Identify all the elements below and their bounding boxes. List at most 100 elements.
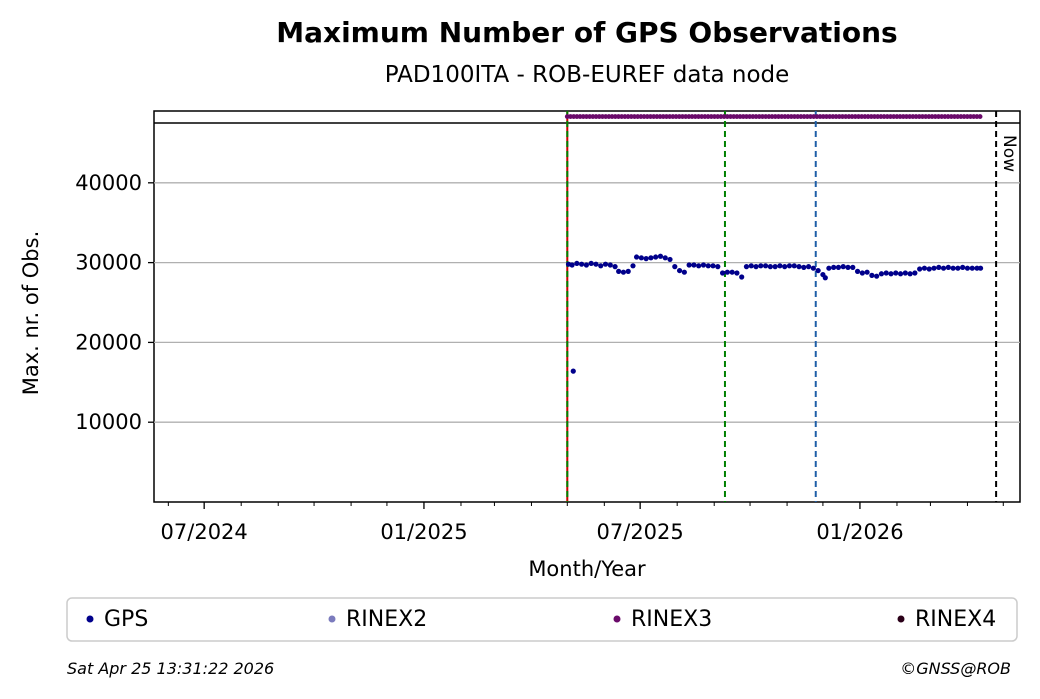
data-point-gps — [686, 262, 692, 268]
data-point-gps — [588, 260, 594, 267]
data-point-gps — [926, 266, 932, 272]
data-point-gps — [579, 261, 585, 267]
data-point-gps — [710, 263, 716, 269]
data-point-gps — [667, 256, 673, 263]
data-point-gps — [616, 268, 622, 274]
data-point-gps — [826, 265, 832, 271]
x-tick-label: 07/2024 — [161, 520, 248, 544]
data-point-gps — [607, 262, 613, 268]
data-point-gps — [602, 261, 609, 267]
x-tick-label: 01/2026 — [816, 520, 903, 544]
data-point-gps — [715, 264, 721, 270]
x-tick-label: 01/2025 — [380, 520, 467, 544]
data-point-gps — [786, 263, 793, 269]
data-point-gps — [893, 270, 899, 276]
now-label: Now — [999, 135, 1019, 172]
data-point-gps — [974, 265, 980, 271]
data-point-gps — [748, 263, 754, 269]
chart-title: Maximum Number of GPS Observations — [276, 16, 897, 49]
data-point-gps — [767, 264, 773, 270]
legend-marker-gps — [86, 615, 94, 623]
legend-marker-rinex4 — [897, 615, 905, 623]
data-point-gps — [625, 268, 631, 274]
x-tick-label: 07/2025 — [597, 520, 684, 544]
data-point-gps — [612, 264, 618, 270]
data-point-gps — [662, 255, 668, 261]
data-point-gps — [801, 264, 807, 270]
data-point-gps — [729, 269, 735, 275]
data-point-gps — [977, 265, 984, 271]
data-point-gps — [845, 264, 851, 270]
data-point-gps — [902, 270, 908, 276]
data-point-gps — [850, 264, 856, 270]
data-point-gps — [822, 275, 828, 281]
y-tick-label: 10000 — [75, 410, 142, 434]
data-point-gps — [777, 263, 783, 269]
legend-label-gps: GPS — [104, 607, 148, 632]
data-point-gps — [593, 261, 599, 267]
data-point-gps — [835, 264, 842, 270]
chart-subtitle: PAD100ITA - ROB-EUREF data node — [385, 62, 790, 88]
data-point-gps — [960, 264, 966, 270]
data-point-gps — [762, 263, 769, 269]
legend-label-rinex3: RINEX3 — [631, 607, 712, 632]
data-point-gps — [676, 267, 683, 274]
data-point-gps — [791, 263, 797, 269]
data-point-gps — [700, 262, 707, 268]
data-point-gps — [739, 274, 745, 280]
data-point-gps — [620, 269, 627, 275]
data-point-gps — [743, 264, 750, 270]
data-point-gps — [969, 265, 975, 271]
y-axis-ticks: 10000 20000 30000 40000 — [75, 171, 154, 434]
data-point-gps — [638, 255, 644, 261]
data-point-gps — [805, 264, 812, 270]
data-point-gps — [630, 263, 636, 269]
data-point-gps — [831, 264, 837, 270]
data-point-gps — [734, 270, 740, 276]
data-point-gps — [772, 264, 778, 270]
data-point-gps — [912, 270, 918, 276]
x-axis-label: Month/Year — [528, 557, 646, 581]
data-point-gps — [696, 263, 702, 269]
data-point-gps — [583, 262, 590, 268]
data-point-gps — [840, 264, 846, 270]
data-point-gps — [921, 265, 928, 271]
data-point-gps — [653, 254, 659, 260]
data-point-gps — [815, 267, 821, 274]
data-point-gps — [724, 269, 730, 275]
x-axis-ticks: 07/2024 01/2025 07/2025 01/2026 — [161, 502, 1004, 544]
data-point-gps — [888, 271, 894, 277]
y-tick-label: 40000 — [75, 171, 142, 195]
y-axis-label: Max. nr. of Obs. — [19, 231, 43, 396]
data-point-gps — [648, 255, 654, 261]
data-point-gps — [869, 272, 875, 278]
data-point-gps — [569, 262, 575, 268]
legend-label-rinex2: RINEX2 — [346, 607, 427, 632]
data-point-gps — [874, 273, 880, 279]
data-point-gps — [758, 263, 764, 269]
data-point-gps — [691, 262, 697, 268]
data-point-gps — [854, 268, 861, 274]
data-point-gps — [859, 270, 865, 276]
legend-marker-rinex3 — [613, 615, 621, 623]
data-point-gps — [633, 254, 640, 260]
legend-frame — [66, 597, 1018, 642]
data-point-gps — [657, 253, 664, 259]
data-point-gps — [719, 270, 726, 276]
data-point-gps — [598, 263, 604, 269]
data-point-gps — [945, 264, 951, 270]
data-point-gps — [878, 271, 885, 277]
data-marks — [564, 114, 984, 374]
data-point-gps — [864, 269, 870, 275]
data-point-gps — [940, 265, 947, 271]
data-point-gps — [936, 264, 942, 270]
legend: GPS RINEX2 RINEX3 RINEX4 — [66, 597, 1018, 642]
data-point-gps — [570, 368, 576, 374]
y-tick-label: 20000 — [75, 330, 142, 354]
plot-frame — [153, 110, 1021, 503]
legend-marker-rinex2 — [328, 615, 336, 623]
data-point-gps — [796, 264, 802, 270]
vertical-lines: Now — [566, 111, 1019, 502]
